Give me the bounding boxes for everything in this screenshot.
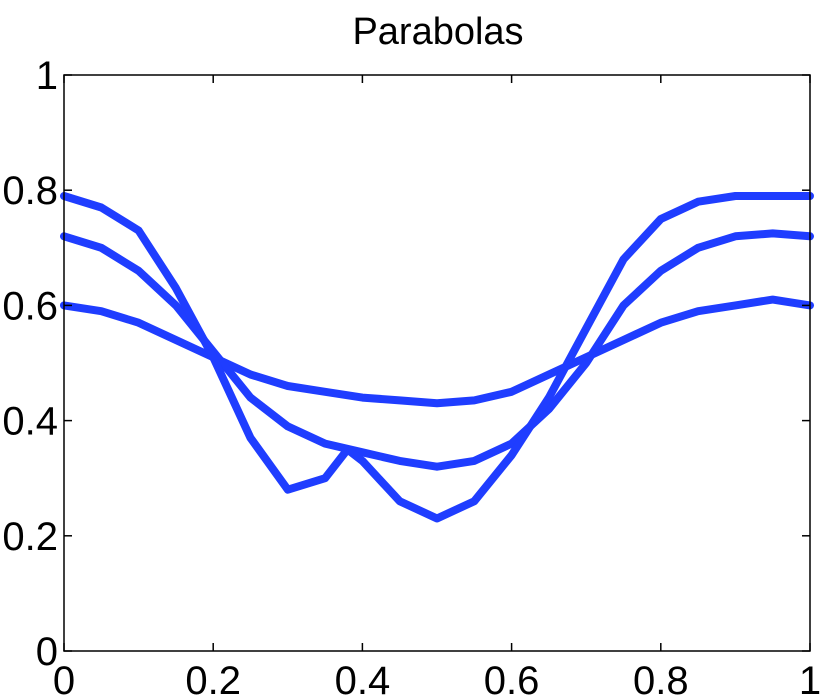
series-line-2 [60, 229, 814, 471]
x-tick-label: 0 [53, 659, 75, 696]
y-tick-label: 0.8 [2, 169, 58, 213]
x-tick-label: 0.4 [335, 659, 391, 696]
axis-ticks [63, 74, 811, 652]
y-tick-label: 0.6 [2, 284, 58, 328]
series-line-3 [60, 192, 814, 523]
series-line-1 [60, 295, 814, 408]
y-tick-label: 0.2 [2, 515, 58, 559]
y-tick-label: 0 [36, 630, 58, 674]
x-tick-label: 0.6 [484, 659, 540, 696]
x-tick-label: 0.2 [185, 659, 241, 696]
y-tick-label: 0.4 [2, 400, 58, 444]
x-tick-label: 1 [799, 659, 821, 696]
x-tick-label: 0.8 [633, 659, 689, 696]
plot-lines [60, 192, 814, 523]
y-tick-labels: 0 0.2 0.4 0.6 0.8 1 [2, 54, 58, 674]
y-tick-label: 1 [36, 54, 58, 98]
chart-title: Parabolas [352, 11, 523, 53]
axes-box [63, 74, 811, 652]
x-tick-labels: 0 0.2 0.4 0.6 0.8 1 [53, 659, 821, 696]
